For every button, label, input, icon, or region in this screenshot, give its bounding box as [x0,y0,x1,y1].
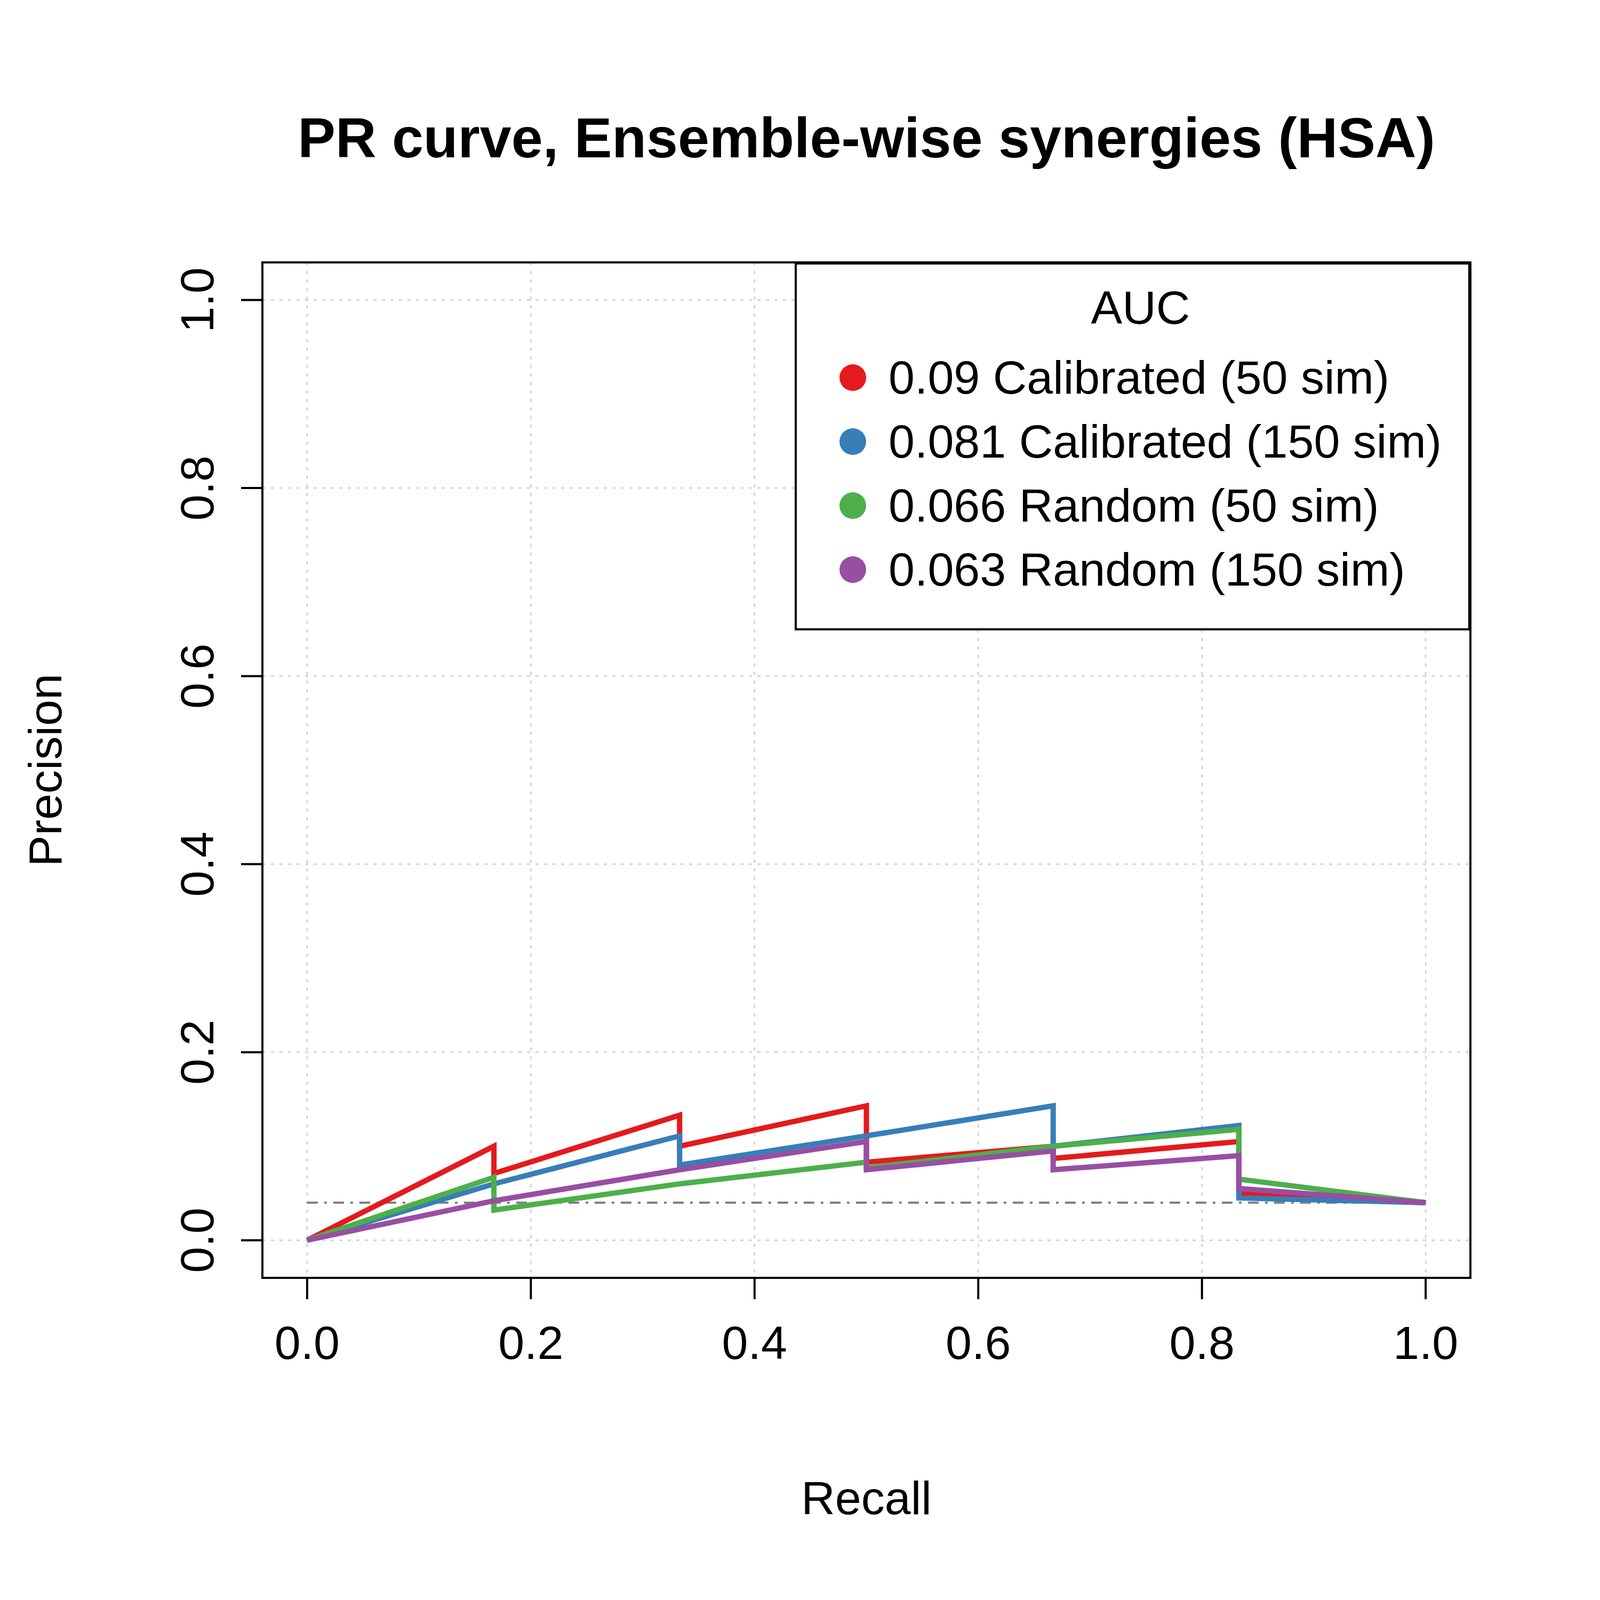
html-text:0.066 Random (50 sim): 0.066 Random (50 sim) [888,478,1379,532]
html-text:AUC: AUC [1090,281,1191,334]
svg-text:0.2: 0.2 [498,1316,564,1370]
svg-text:0.6: 0.6 [945,1316,1011,1370]
svg-text:0.0: 0.0 [274,1316,340,1370]
svg-text:0.0: 0.0 [170,1207,224,1273]
svg-text:0.8: 0.8 [170,455,224,521]
html-text:0.063 Random (150 sim): 0.063 Random (150 sim) [888,542,1406,596]
svg-text:0.4: 0.4 [170,831,224,897]
html-text:Recall: Recall [801,1471,932,1525]
svg-text:0.2: 0.2 [170,1019,224,1085]
html-text:PR curve, Ensemble-wise synerg: PR curve, Ensemble-wise synergies (HSA) [297,106,1436,170]
svg-text:0.4: 0.4 [722,1316,788,1370]
svg-text:1.0: 1.0 [1393,1316,1459,1370]
html-text:Precision: Precision [18,673,72,867]
svg-text:0.6: 0.6 [170,643,224,709]
html-text:0.09 Calibrated (50 sim): 0.09 Calibrated (50 sim) [888,350,1390,404]
svg-text:1.0: 1.0 [170,267,224,333]
html-text:0.081 Calibrated (150 sim): 0.081 Calibrated (150 sim) [888,414,1442,468]
svg-text:0.8: 0.8 [1169,1316,1235,1370]
